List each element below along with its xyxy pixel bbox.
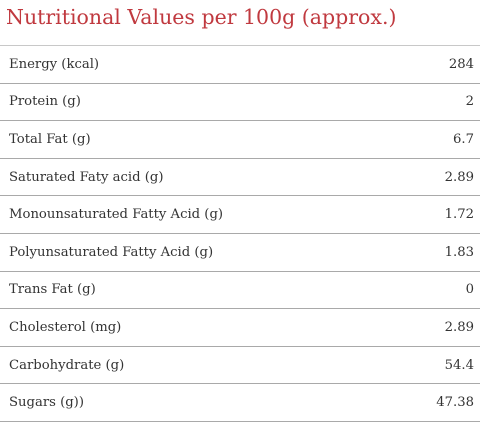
row-value: 1.83 [444,244,474,260]
row-value: 54.4 [444,357,474,373]
table-title: Nutritional Values per 100g (approx.) [6,5,397,29]
nutrition-table: Energy (kcal) 284 Protein (g) 2 Total Fa… [0,45,480,422]
row-label: Protein (g) [9,94,81,110]
row-value: 284 [448,56,474,72]
row-value: 2.89 [444,319,474,335]
row-label: Total Fat (g) [9,131,91,147]
row-value: 6.7 [453,131,474,147]
row-label: Cholesterol (mg) [9,319,122,335]
table-row-sugars: Sugars (g)) 47.38 [0,384,480,422]
table-row-trans-fat: Trans Fat (g) 0 [0,272,480,310]
row-label: Monounsaturated Fatty Acid (g) [9,207,224,223]
table-row-saturated-fat: Saturated Faty acid (g) 2.89 [0,159,480,197]
row-value: 47.38 [436,395,474,411]
row-label: Polyunsaturated Fatty Acid (g) [9,244,214,260]
row-label: Saturated Faty acid (g) [9,169,164,185]
row-value: 0 [465,282,474,298]
row-label: Carbohydrate (g) [9,357,125,373]
row-label: Energy (kcal) [9,56,100,72]
table-row-energy: Energy (kcal) 284 [0,46,480,84]
table-row-monounsaturated-fat: Monounsaturated Fatty Acid (g) 1.72 [0,196,480,234]
table-row-carbohydrate: Carbohydrate (g) 54.4 [0,347,480,385]
row-value: 1.72 [444,207,474,223]
table-row-cholesterol: Cholesterol (mg) 2.89 [0,309,480,347]
table-row-protein: Protein (g) 2 [0,84,480,122]
row-value: 2.89 [444,169,474,185]
table-row-total-fat: Total Fat (g) 6.7 [0,121,480,159]
row-value: 2 [465,94,474,110]
table-row-polyunsaturated-fat: Polyunsaturated Fatty Acid (g) 1.83 [0,234,480,272]
row-label: Trans Fat (g) [9,282,96,298]
row-label: Sugars (g)) [9,395,84,411]
